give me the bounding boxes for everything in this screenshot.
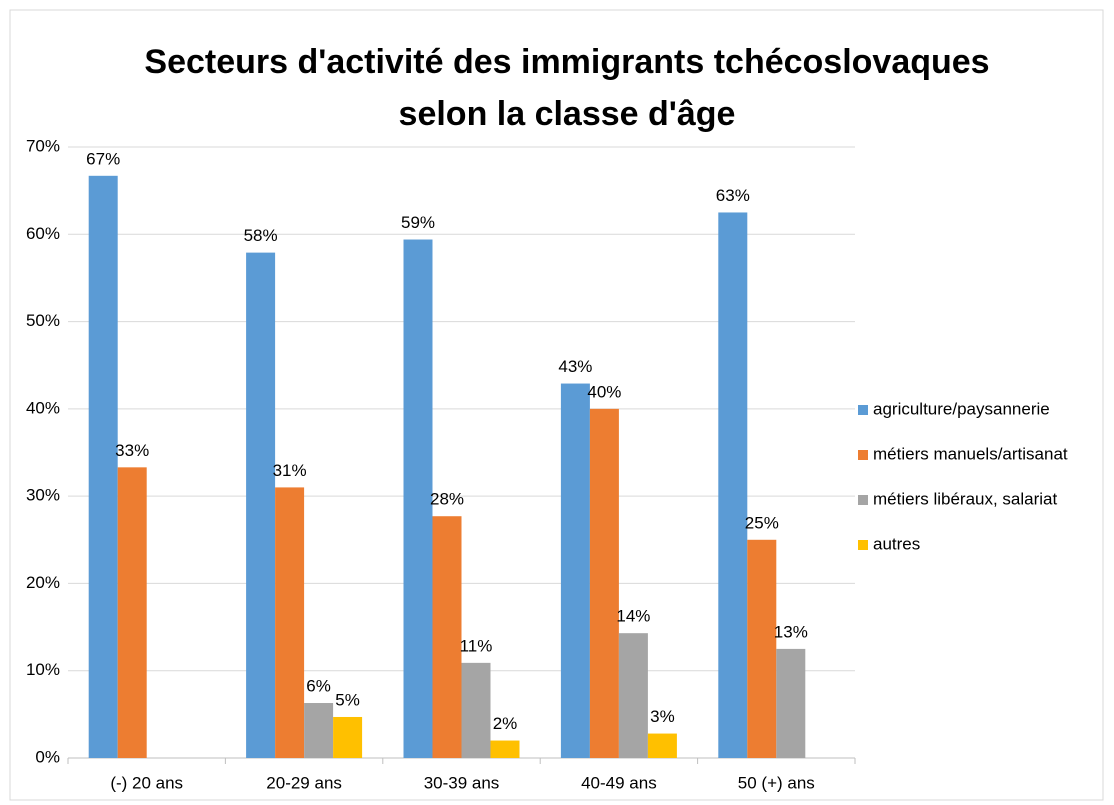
y-tick-label: 50%	[26, 311, 60, 330]
data-label: 14%	[616, 607, 650, 626]
bar	[776, 648, 806, 758]
y-tick-label: 40%	[26, 398, 60, 417]
bar	[589, 408, 619, 758]
bar	[461, 662, 491, 758]
x-tick-label: (-) 20 ans	[110, 773, 183, 792]
y-tick-label: 10%	[26, 660, 60, 679]
data-label: 13%	[774, 622, 808, 641]
legend-swatch	[858, 495, 868, 505]
bar	[618, 633, 648, 758]
bar	[275, 487, 305, 758]
chart-title: Secteurs d'activité des immigrants tchéc…	[144, 43, 989, 81]
bar	[560, 383, 590, 758]
y-tick-label: 60%	[26, 224, 60, 243]
bar	[432, 516, 462, 758]
data-label: 6%	[306, 676, 331, 695]
chart-frame	[9, 9, 1104, 801]
legend-label: métiers manuels/artisanat	[873, 444, 1068, 463]
y-tick-label: 20%	[26, 573, 60, 592]
bar	[333, 716, 363, 758]
x-tick-label: 50 (+) ans	[738, 773, 815, 792]
legend-label: autres	[873, 534, 920, 553]
data-label: 31%	[273, 461, 307, 480]
y-tick-label: 30%	[26, 486, 60, 505]
data-label: 2%	[493, 714, 518, 733]
bar	[117, 467, 147, 758]
y-tick-label: 0%	[35, 747, 60, 766]
bar	[490, 740, 520, 758]
data-label: 67%	[86, 149, 120, 168]
data-label: 59%	[401, 213, 435, 232]
data-label: 28%	[430, 490, 464, 509]
bar	[647, 733, 677, 758]
bar	[403, 239, 433, 759]
x-tick-label: 20-29 ans	[266, 773, 342, 792]
data-label: 58%	[244, 226, 278, 245]
legend-label: métiers libéraux, salariat	[873, 489, 1058, 508]
data-label: 5%	[335, 690, 360, 709]
bar	[88, 175, 118, 758]
x-tick-label: 40-49 ans	[581, 773, 657, 792]
data-label: 63%	[716, 186, 750, 205]
legend-swatch	[858, 405, 868, 415]
data-label: 43%	[558, 357, 592, 376]
x-tick-label: 30-39 ans	[424, 773, 500, 792]
bar	[747, 539, 777, 758]
legend-swatch	[858, 540, 868, 550]
legend-label: agriculture/paysannerie	[873, 399, 1050, 418]
data-label: 40%	[587, 382, 621, 401]
data-label: 25%	[745, 513, 779, 532]
data-label: 33%	[115, 441, 149, 460]
y-tick-label: 70%	[26, 136, 60, 155]
bar	[718, 212, 748, 758]
bar	[246, 252, 276, 758]
data-label: 11%	[460, 636, 493, 655]
legend-swatch	[858, 450, 868, 460]
chart-title: selon la classe d'âge	[399, 95, 736, 133]
data-label: 3%	[650, 707, 675, 726]
bar	[304, 703, 334, 758]
